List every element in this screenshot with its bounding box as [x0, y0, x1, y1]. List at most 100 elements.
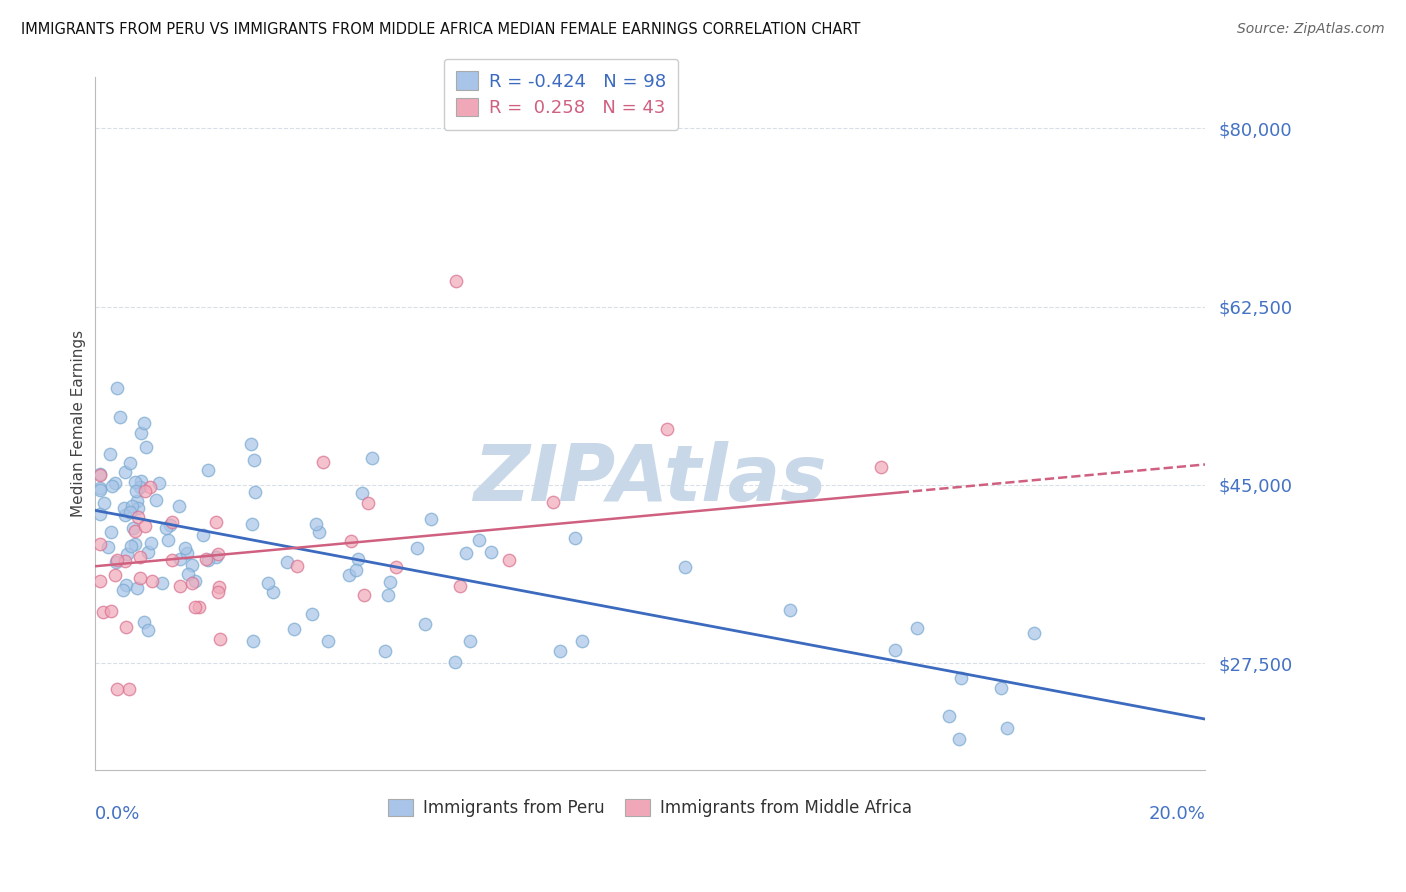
Point: [169, 579, 191, 593]
Point: [129, 474, 152, 488]
Point: [173, 541, 195, 555]
Point: [285, 558, 308, 573]
Point: [467, 533, 489, 547]
Point: [950, 671, 973, 685]
Point: [938, 709, 960, 723]
Point: [181, 576, 204, 591]
Point: [318, 634, 340, 648]
Point: [162, 515, 184, 529]
Point: [405, 541, 427, 555]
Point: [176, 546, 198, 560]
Point: [114, 466, 136, 480]
Point: [304, 517, 326, 532]
Point: [458, 633, 481, 648]
Point: [89, 574, 111, 588]
Point: [127, 501, 149, 516]
Point: [176, 566, 198, 581]
Point: [184, 600, 207, 615]
Point: [374, 644, 396, 658]
Text: ZIPAtlas: ZIPAtlas: [472, 442, 827, 517]
Point: [98, 447, 121, 461]
Point: [169, 552, 191, 566]
Point: [132, 417, 155, 431]
Point: [159, 518, 181, 533]
Point: [134, 519, 156, 533]
Point: [204, 515, 226, 529]
Point: [990, 681, 1012, 695]
Point: [120, 505, 142, 519]
Point: [89, 481, 111, 495]
Text: 0.0%: 0.0%: [94, 805, 141, 822]
Point: [655, 422, 678, 436]
Point: [276, 555, 298, 569]
Point: [141, 574, 163, 588]
Point: [384, 560, 406, 574]
Point: [104, 476, 127, 491]
Point: [377, 588, 399, 602]
Point: [360, 451, 382, 466]
Legend: Immigrants from Peru, Immigrants from Middle Africa: Immigrants from Peru, Immigrants from Mi…: [381, 792, 918, 824]
Point: [883, 643, 905, 657]
Point: [571, 634, 593, 648]
Point: [194, 552, 217, 566]
Point: [779, 602, 801, 616]
Point: [207, 547, 229, 561]
Point: [138, 479, 160, 493]
Point: [352, 486, 374, 500]
Point: [89, 467, 111, 481]
Point: [905, 621, 928, 635]
Point: [124, 475, 146, 490]
Point: [114, 553, 136, 567]
Point: [242, 633, 264, 648]
Point: [89, 508, 111, 522]
Point: [308, 524, 330, 539]
Point: [242, 517, 264, 532]
Point: [301, 607, 323, 621]
Point: [155, 521, 177, 535]
Point: [117, 681, 139, 696]
Point: [132, 615, 155, 630]
Point: [870, 459, 893, 474]
Point: [114, 578, 136, 592]
Point: [105, 552, 128, 566]
Point: [89, 483, 111, 498]
Y-axis label: Median Female Earnings: Median Female Earnings: [72, 330, 86, 517]
Point: [380, 574, 402, 589]
Point: [115, 547, 138, 561]
Point: [181, 558, 204, 572]
Point: [995, 721, 1018, 735]
Point: [337, 567, 360, 582]
Point: [239, 436, 262, 450]
Point: [136, 623, 159, 637]
Point: [136, 545, 159, 559]
Point: [162, 553, 184, 567]
Point: [114, 508, 136, 522]
Point: [207, 585, 229, 599]
Point: [97, 541, 120, 555]
Point: [128, 549, 150, 564]
Point: [548, 643, 571, 657]
Point: [205, 550, 228, 565]
Point: [208, 632, 231, 646]
Point: [124, 524, 146, 539]
Point: [124, 537, 146, 551]
Point: [121, 499, 143, 513]
Point: [208, 581, 231, 595]
Point: [197, 463, 219, 477]
Point: [105, 681, 128, 696]
Point: [127, 581, 149, 595]
Point: [157, 533, 180, 548]
Point: [135, 440, 157, 454]
Point: [413, 617, 436, 632]
Point: [120, 456, 142, 470]
Point: [344, 563, 367, 577]
Point: [353, 588, 375, 602]
Point: [357, 496, 380, 510]
Point: [108, 410, 131, 425]
Point: [89, 537, 111, 551]
Point: [93, 496, 115, 510]
Point: [1024, 626, 1046, 640]
Point: [134, 483, 156, 498]
Point: [105, 381, 128, 395]
Point: [340, 534, 363, 549]
